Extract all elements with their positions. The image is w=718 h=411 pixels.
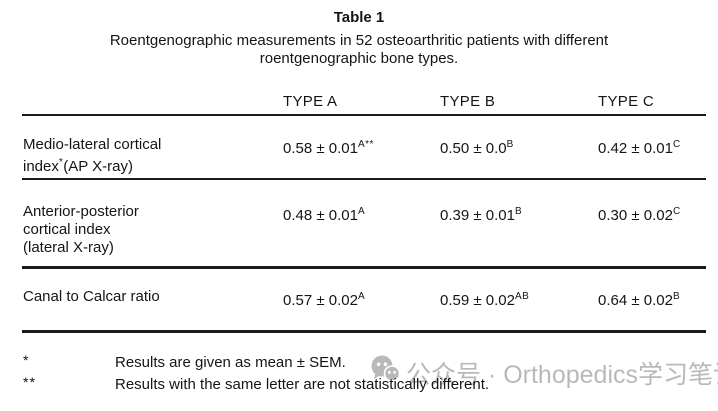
footnote-marker: **	[23, 374, 36, 390]
table-header-block: Table 1 Roentgenographic measurements in…	[0, 9, 718, 68]
value-cell: 0.57 ± 0.02A	[283, 288, 440, 310]
cell-value: 0.48 ± 0.01	[283, 207, 358, 224]
cell-superscript: B	[672, 291, 681, 302]
column-header-spacer	[23, 93, 283, 111]
row-label-line: Medio-lateral cortical	[23, 136, 162, 153]
cell-superscript: B	[514, 206, 523, 217]
value-cell: 0.58 ± 0.01A**	[283, 136, 440, 176]
column-header-type-c: TYPE C	[598, 93, 654, 110]
cell-superscript: A	[357, 206, 366, 217]
footnote-row: * Results are given as mean ± SEM.	[23, 352, 708, 374]
cell-value: 0.42 ± 0.01	[598, 140, 673, 157]
footnotes-block: * Results are given as mean ± SEM. ** Re…	[23, 352, 708, 396]
value-cell: 0.30 ± 0.02C	[598, 203, 706, 257]
row-label-line: (lateral X-ray)	[23, 239, 114, 256]
value-cell: 0.50 ± 0.0B	[440, 136, 598, 176]
value-cell: 0.48 ± 0.01A	[283, 203, 440, 257]
row-label-line: Canal to Calcar ratio	[23, 288, 160, 305]
table-rule	[22, 178, 706, 180]
value-cell: 0.39 ± 0.01B	[440, 203, 598, 257]
table-rule-bottom	[22, 330, 706, 333]
cell-value: 0.59 ± 0.02	[440, 292, 515, 309]
watermark-text: 公众号 · Orthopedics学习笔记	[406, 361, 718, 389]
value-cell: 0.64 ± 0.02B	[598, 288, 706, 310]
cell-value: 0.50 ± 0.0	[440, 140, 507, 157]
row-label-line: (AP X-ray)	[63, 158, 133, 175]
footnote-row: ** Results with the same letter are not …	[23, 374, 708, 396]
column-header-type-b: TYPE B	[440, 93, 496, 110]
table-row: Anterior-posterior cortical index (later…	[23, 203, 706, 257]
cell-superscript: C	[672, 206, 681, 217]
cell-value: 0.64 ± 0.02	[598, 292, 673, 309]
row-label-line: Anterior-posterior	[23, 203, 139, 220]
footnote-marker-superscript: *	[58, 157, 64, 168]
cell-superscript: AB	[514, 291, 530, 302]
cell-value: 0.57 ± 0.02	[283, 292, 358, 309]
column-header-type-a: TYPE A	[283, 93, 338, 110]
cell-superscript: C	[672, 139, 681, 150]
footnote-text: Results with the same letter are not sta…	[115, 376, 490, 393]
table-title: Table 1	[333, 9, 385, 26]
table-row: Medio-lateral cortical index*(AP X-ray) …	[23, 136, 706, 176]
table-rule	[22, 266, 706, 269]
footnote-marker: *	[23, 352, 30, 368]
table-caption-line-1: Roentgenographic measurements in 52 oste…	[109, 32, 609, 49]
row-label-anterior-posterior: Anterior-posterior cortical index (later…	[23, 203, 283, 257]
row-label-line: cortical index	[23, 221, 111, 238]
row-label-line: index	[23, 158, 59, 175]
column-header-row: TYPE A TYPE B TYPE C	[23, 93, 706, 111]
value-cell: 0.42 ± 0.01C	[598, 136, 706, 176]
wechat-icon	[370, 354, 401, 392]
watermark: 公众号 · Orthopedics学习笔记	[370, 354, 718, 392]
cell-value: 0.58 ± 0.01	[283, 140, 358, 157]
row-label-medio-lateral: Medio-lateral cortical index*(AP X-ray)	[23, 136, 283, 176]
cell-value: 0.30 ± 0.02	[598, 207, 673, 224]
table-caption-line-2: roentgenographic bone types.	[259, 50, 459, 67]
footnote-text: Results are given as mean ± SEM.	[115, 354, 346, 371]
table-rule-top	[22, 114, 706, 116]
table-row: Canal to Calcar ratio 0.57 ± 0.02A 0.59 …	[23, 288, 706, 310]
cell-value: 0.39 ± 0.01	[440, 207, 515, 224]
row-label-canal-calcar: Canal to Calcar ratio	[23, 288, 283, 310]
value-cell: 0.59 ± 0.02AB	[440, 288, 598, 310]
cell-superscript: A**	[357, 139, 374, 150]
cell-superscript: A	[357, 291, 366, 302]
cell-superscript: B	[506, 139, 514, 150]
